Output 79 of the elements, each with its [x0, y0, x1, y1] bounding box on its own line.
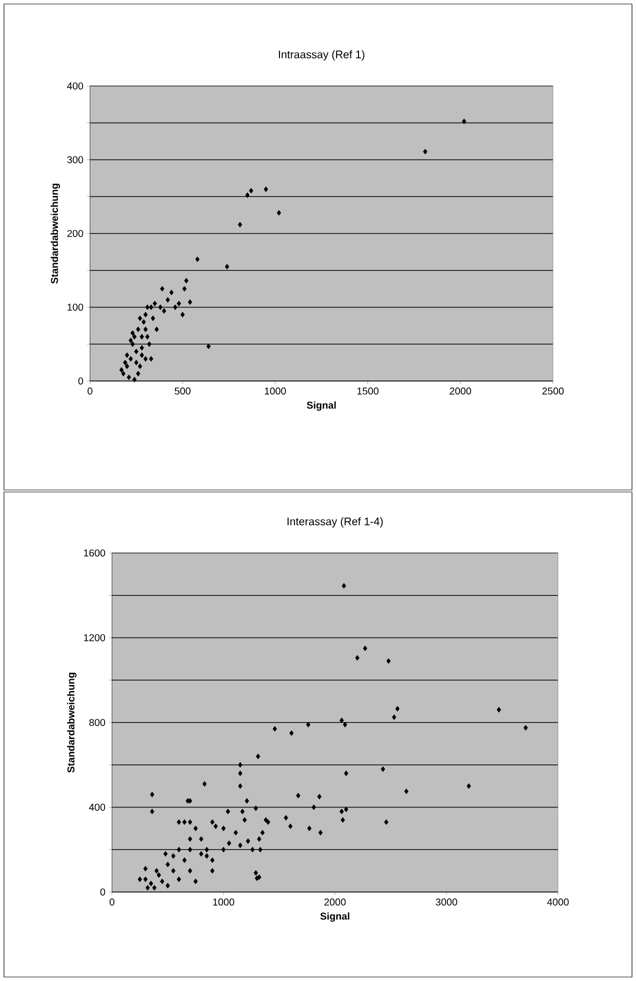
point: [180, 312, 185, 318]
point: [188, 299, 192, 305]
x-tick-label: 1500: [357, 388, 378, 395]
point: [152, 300, 157, 306]
point: [148, 304, 154, 310]
x-tick-label: 1000: [213, 898, 234, 906]
point: [182, 286, 187, 292]
y-tick-label: 300: [67, 156, 84, 164]
point: [160, 286, 164, 292]
y-tick-label: 1600: [84, 549, 106, 557]
point: [134, 360, 138, 366]
point: [130, 330, 135, 336]
point: [140, 334, 144, 340]
point: [119, 367, 124, 373]
x-tick-label: 4000: [547, 898, 569, 906]
y-tick-label: 200: [67, 230, 84, 238]
point: [238, 222, 242, 228]
x-tick-label: 2500: [542, 388, 564, 395]
point: [142, 319, 146, 325]
point: [140, 345, 144, 351]
point: [195, 256, 200, 262]
y-axis-title: Standardabweichung: [67, 672, 76, 773]
point: [132, 376, 137, 382]
point: [462, 118, 466, 124]
chart-title: Interassay (Ref 1-4): [288, 517, 383, 528]
point: [123, 360, 128, 366]
point: [121, 370, 126, 376]
x-tick-label: 1000: [264, 388, 286, 395]
y-tick-label: 0: [100, 888, 106, 896]
point: [245, 192, 250, 198]
y-tick-label: 800: [89, 718, 106, 726]
point: [154, 326, 159, 332]
point: [140, 352, 144, 358]
point: [145, 304, 150, 310]
point: [145, 334, 150, 340]
x-tick-label: 500: [174, 388, 191, 395]
x-tick-label: 0: [110, 898, 114, 906]
x-axis-title: Signal: [306, 401, 336, 411]
x-tick-label: 3000: [436, 898, 458, 906]
point: [132, 334, 137, 340]
point: [128, 338, 133, 344]
point: [138, 316, 142, 322]
point: [224, 264, 230, 270]
y-tick-label: 1200: [84, 634, 106, 642]
point: [138, 363, 142, 370]
point: [158, 304, 163, 310]
point: [136, 370, 140, 376]
point: [148, 356, 154, 362]
point: [264, 186, 268, 192]
x-tick-label: 2000: [450, 388, 472, 395]
y-tick-label: 400: [89, 804, 106, 811]
chart-title: Intraassay (Ref 1): [278, 50, 364, 60]
point: [150, 316, 156, 322]
point: [143, 312, 148, 318]
point: [124, 363, 130, 370]
point: [134, 348, 138, 354]
point: [166, 297, 170, 303]
point: [169, 290, 174, 296]
point: [124, 352, 130, 358]
point: [147, 341, 152, 347]
point: [176, 300, 182, 306]
point: [248, 188, 254, 194]
y-tick-label: 0: [78, 377, 84, 385]
point: [130, 341, 135, 347]
point: [206, 344, 211, 350]
point: [276, 210, 282, 216]
point: [143, 356, 148, 362]
point: [128, 356, 133, 362]
point: [162, 308, 166, 314]
point: [136, 326, 140, 332]
point: [423, 148, 428, 154]
point: [143, 326, 148, 332]
y-axis-title: Standardabweichung: [50, 184, 60, 284]
point: [184, 278, 188, 284]
point: [126, 374, 132, 380]
x-axis-title: Signal: [320, 912, 350, 922]
y-tick-label: 400: [67, 82, 84, 90]
x-tick-label: 2000: [324, 898, 346, 906]
y-tick-label: 100: [68, 304, 84, 311]
